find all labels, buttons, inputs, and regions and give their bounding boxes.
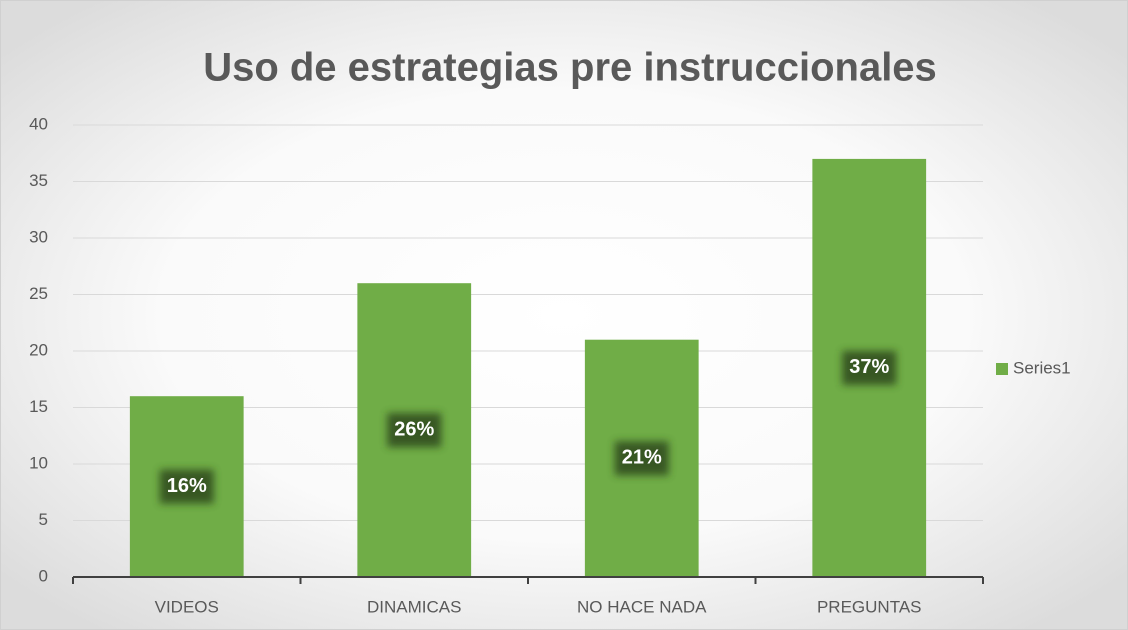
data-label: 21% (622, 447, 662, 469)
data-label-background (387, 413, 442, 448)
y-tick-label: 25 (29, 284, 48, 303)
y-tick-label: 35 (29, 171, 48, 190)
y-tick-label: 40 (29, 114, 48, 133)
x-tick-label: NO HACE NADA (577, 597, 707, 616)
y-tick-label: 0 (39, 566, 48, 585)
y-tick-label: 30 (29, 227, 48, 246)
data-label: 37% (849, 356, 889, 378)
y-tick-label: 5 (39, 510, 48, 529)
y-tick-label: 10 (29, 453, 48, 472)
chart-title: Uso de estrategias pre instruccionales (203, 46, 937, 90)
x-tick-label: DINAMICAS (367, 597, 461, 616)
x-tick-label: PREGUNTAS (817, 597, 922, 616)
data-label: 16% (167, 475, 207, 497)
data-label-background (614, 441, 669, 476)
data-label-background (842, 350, 897, 385)
y-tick-label: 15 (29, 397, 48, 416)
legend-label: Series1 (1013, 358, 1071, 377)
x-tick-label: VIDEOS (155, 597, 219, 616)
legend-swatch (996, 363, 1008, 375)
data-label-background (159, 469, 214, 504)
y-tick-label: 20 (29, 340, 48, 359)
data-label: 26% (394, 418, 434, 440)
